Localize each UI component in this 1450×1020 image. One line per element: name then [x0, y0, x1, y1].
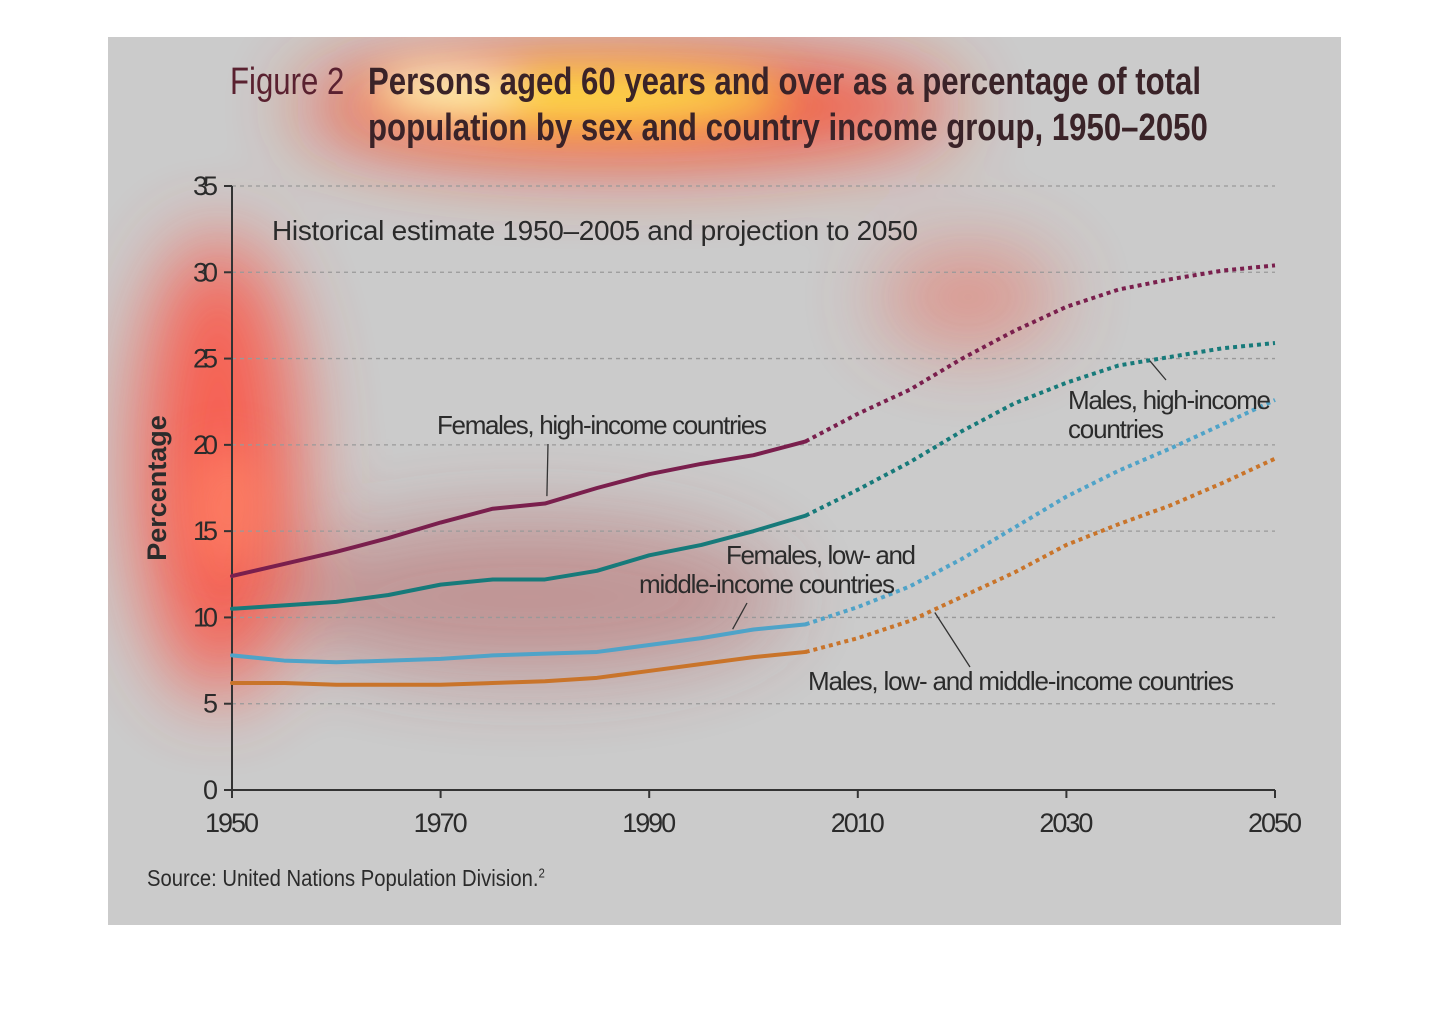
y-tick-label-35: 35 — [193, 171, 218, 201]
x-tick-label-2030: 2030 — [1039, 808, 1093, 838]
y-tick-label-15: 15 — [193, 516, 218, 546]
leader-males-high-income — [1149, 360, 1167, 381]
y-tick-label-10: 10 — [193, 602, 218, 632]
source-note: Source: United Nations Population Divisi… — [147, 865, 545, 892]
x-tick-label-1970: 1970 — [414, 808, 468, 838]
label-females-high-income: Females, high-income countries — [437, 410, 767, 440]
source-footnote-ref: 2 — [538, 865, 545, 881]
line-chart: 0 5 10 15 20 25 30 35 1950 1970 1990 2010 2030 2050 Pe… — [142, 171, 1302, 838]
series-3-historical-line — [230, 649, 808, 687]
y-tick-label-25: 25 — [193, 344, 218, 374]
leader-females-low-middle — [732, 602, 748, 630]
y-tick-label-5: 5 — [203, 689, 218, 719]
source-text: Source: United Nations Population Divisi… — [147, 865, 539, 891]
chart-subtitle: Historical estimate 1950–2005 and projec… — [272, 215, 918, 246]
figure-label: Figure 2 — [230, 61, 345, 103]
x-tick-label-1950: 1950 — [205, 808, 259, 838]
series-2-projection-line — [805, 398, 1276, 627]
series-0-historical-line — [230, 439, 808, 579]
x-tick-label-1990: 1990 — [622, 808, 676, 838]
label-males-low-middle: Males, low- and middle-income countries — [808, 666, 1234, 696]
series-2-historical-line — [230, 622, 808, 665]
label-females-low-middle-line1: Females, low- and — [726, 540, 916, 570]
chart-title-line-2: population by sex and country income gro… — [368, 107, 1208, 149]
y-axis-label: Percentage — [142, 415, 172, 561]
x-tick-label-2010: 2010 — [831, 808, 885, 838]
x-tick-label-2050: 2050 — [1248, 808, 1302, 838]
label-males-high-income-line2: countries — [1068, 414, 1164, 444]
y-tick-label-20: 20 — [193, 430, 218, 460]
label-males-high-income-line1: Males, high-income — [1068, 385, 1271, 415]
y-tick-label-0: 0 — [203, 775, 218, 805]
chart-title-line-1: Persons aged 60 years and over as a perc… — [368, 61, 1202, 103]
series-1-historical-line — [230, 513, 808, 611]
figure-panel: Figure 2 Persons aged 60 years and over … — [108, 37, 1341, 925]
label-females-low-middle-line2: middle-income countries — [639, 569, 895, 599]
series-1-projection-line — [804, 341, 1276, 518]
series-0-projection-line — [804, 263, 1276, 444]
series-3-projection-line — [805, 456, 1276, 654]
leader-females-high-income — [546, 443, 549, 497]
y-tick-label-30: 30 — [193, 257, 218, 287]
leader-males-low-middle — [934, 612, 971, 668]
